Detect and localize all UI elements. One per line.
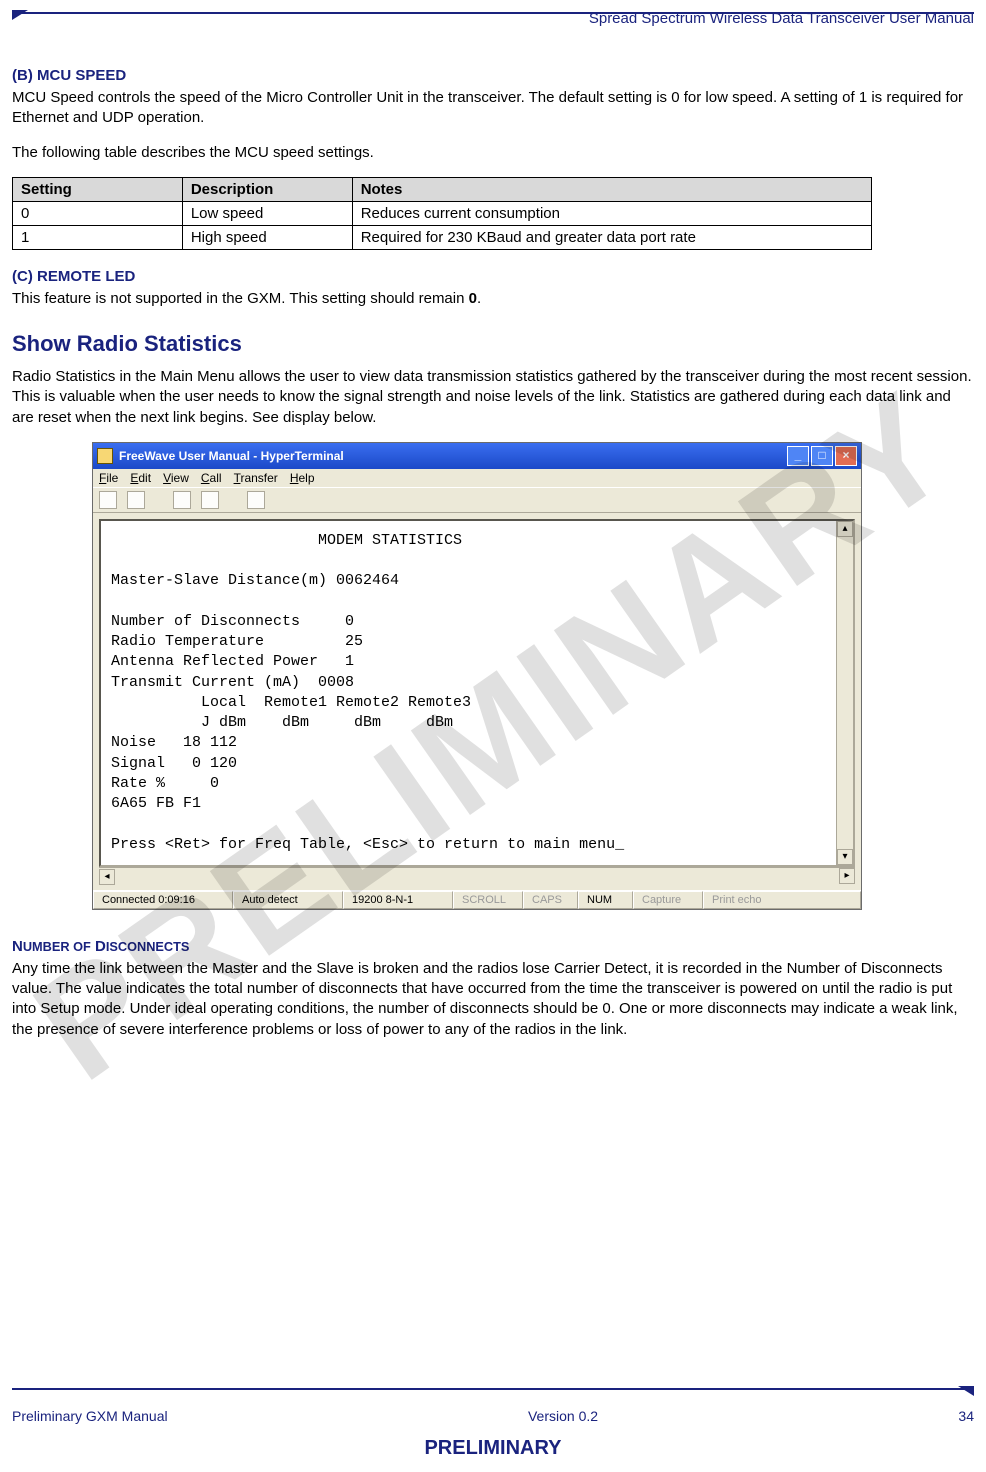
status-scroll: SCROLL [453,891,523,909]
menu-item[interactable]: View [163,471,189,485]
footer-left: Preliminary GXM Manual [12,1408,168,1424]
toolbar-new-icon[interactable] [99,491,117,509]
table-cell: 0 [13,201,183,225]
scroll-down-icon[interactable]: ▾ [837,849,853,865]
disconnects-title: NUMBER OF DISCONNECTS [12,938,974,955]
disconnects-para: Any time the link between the Master and… [12,959,974,1040]
toolbar-open-icon[interactable] [127,491,145,509]
footer-page-number: 34 [958,1408,974,1424]
toolbar-call-icon[interactable] [173,491,191,509]
status-baud: 19200 8-N-1 [343,891,453,909]
mcu-speed-table: SettingDescriptionNotes 0Low speedReduce… [12,177,872,250]
section-b-label: (B) MCU SPEED [12,67,974,84]
scroll-up-icon[interactable]: ▴ [837,521,853,537]
footer-preliminary: PRELIMINARY [0,1437,986,1460]
table-header: Notes [352,177,871,201]
menu-bar[interactable]: File Edit View Call Transfer Help [93,469,861,487]
scrollbar-vertical[interactable]: ▴ ▾ [836,521,853,865]
table-row: 0Low speedReduces current consumption [13,201,872,225]
terminal-viewport: MODEM STATISTICS Master-Slave Distance(m… [99,519,855,867]
window-title: FreeWave User Manual - HyperTerminal [119,449,787,463]
header-rule [12,12,974,28]
toolbar-send-icon[interactable] [247,491,265,509]
section-c-para: This feature is not supported in the GXM… [12,289,974,309]
status-detect: Auto detect [233,891,343,909]
scroll-left-icon[interactable]: ◂ [99,869,115,885]
section-c-label: (C) REMOTE LED [12,268,974,285]
close-button[interactable]: × [835,446,857,466]
window-titlebar[interactable]: FreeWave User Manual - HyperTerminal _ □… [93,443,861,469]
menu-item[interactable]: Transfer [234,471,278,485]
status-num: NUM [578,891,633,909]
table-header: Setting [13,177,183,201]
menu-item[interactable]: Call [201,471,222,485]
app-icon [97,448,113,464]
scrollbar-horizontal[interactable]: ◂ ▸ [99,867,855,884]
footer-row: Preliminary GXM Manual Version 0.2 34 [12,1408,974,1424]
terminal-output: MODEM STATISTICS Master-Slave Distance(m… [101,525,836,861]
toolbar-hangup-icon[interactable] [201,491,219,509]
scroll-right-icon[interactable]: ▸ [839,868,855,884]
menu-item[interactable]: Help [290,471,315,485]
section-b-para1: MCU Speed controls the speed of the Micr… [12,88,974,129]
show-radio-heading: Show Radio Statistics [12,331,974,357]
footer-rule [12,1388,974,1402]
status-echo: Print echo [703,891,861,909]
show-radio-para: Radio Statistics in the Main Menu allows… [12,367,974,428]
status-connected: Connected 0:09:16 [93,891,233,909]
minimize-button[interactable]: _ [787,446,809,466]
table-cell: Required for 230 KBaud and greater data … [352,225,871,249]
page: PRELIMINARY Spread Spectrum Wireless Dat… [0,0,986,1472]
toolbar[interactable] [93,487,861,513]
menu-item[interactable]: Edit [130,471,151,485]
hyperterminal-window: FreeWave User Manual - HyperTerminal _ □… [92,442,862,910]
table-header: Description [182,177,352,201]
status-bar: Connected 0:09:16 Auto detect 19200 8-N-… [93,890,861,909]
menu-item[interactable]: File [99,471,118,485]
table-cell: Low speed [182,201,352,225]
table-cell: 1 [13,225,183,249]
section-b-para2: The following table describes the MCU sp… [12,143,974,163]
footer-center: Version 0.2 [528,1408,598,1424]
status-capture: Capture [633,891,703,909]
table-cell: Reduces current consumption [352,201,871,225]
status-caps: CAPS [523,891,578,909]
maximize-button[interactable]: □ [811,446,833,466]
table-row: 1High speedRequired for 230 KBaud and gr… [13,225,872,249]
table-cell: High speed [182,225,352,249]
